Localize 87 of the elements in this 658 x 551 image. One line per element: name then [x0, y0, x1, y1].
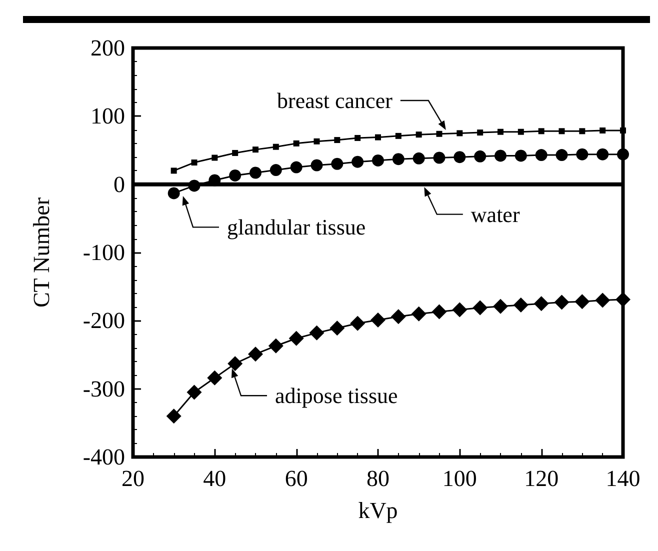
point [620, 127, 626, 134]
point [432, 304, 447, 320]
point [474, 150, 486, 162]
y-tick-label: 100 [90, 104, 125, 129]
point [617, 148, 629, 160]
point [558, 128, 565, 134]
point [375, 134, 381, 140]
point [494, 150, 506, 162]
point [272, 144, 279, 150]
point [534, 296, 549, 312]
point [493, 298, 508, 314]
point [191, 160, 198, 166]
point [370, 312, 386, 328]
point [168, 187, 180, 200]
point [390, 309, 406, 324]
point [310, 159, 323, 172]
point [554, 294, 570, 310]
y-axis-title: CT Number [29, 197, 54, 308]
point [268, 338, 284, 354]
point [314, 138, 320, 144]
point [250, 166, 262, 179]
point [232, 150, 238, 156]
point [513, 297, 528, 312]
y-tick-label: -200 [82, 308, 125, 334]
point [518, 128, 524, 135]
x-tick-label: 140 [606, 466, 640, 491]
point [416, 132, 422, 138]
annotation: adipose tissue [275, 383, 398, 408]
x-tick-label: 80 [366, 466, 390, 491]
point [411, 306, 426, 322]
x-tick-label: 60 [284, 466, 308, 491]
y-tick-label: 200 [90, 36, 125, 60]
point [228, 356, 243, 372]
point [395, 132, 402, 139]
point [372, 154, 384, 166]
x-axis-title: kVp [358, 498, 398, 523]
annotation: glandular tissue [227, 214, 366, 240]
point [290, 161, 302, 174]
point [576, 148, 588, 160]
annotation: breast cancer [276, 88, 394, 114]
point [186, 384, 202, 400]
point [412, 152, 425, 164]
point [212, 154, 218, 161]
point [595, 292, 610, 308]
point [538, 128, 544, 134]
point [454, 151, 466, 164]
point [392, 153, 404, 166]
point [170, 168, 177, 174]
point [309, 325, 324, 340]
point [596, 148, 609, 160]
point [579, 128, 586, 134]
point [477, 130, 484, 136]
point [207, 370, 222, 386]
y-tick-label: 0 [114, 172, 125, 197]
x-tick-label: 100 [442, 466, 477, 491]
y-tick-label: -300 [82, 376, 125, 402]
y-tick-label: -100 [82, 240, 125, 265]
point [433, 152, 446, 164]
point [248, 346, 263, 362]
point [535, 149, 548, 162]
point [331, 158, 344, 170]
point [288, 330, 304, 346]
point [436, 130, 442, 137]
point [472, 300, 488, 316]
point [556, 149, 568, 162]
point [574, 294, 590, 310]
point [334, 137, 340, 144]
point [452, 302, 468, 318]
point [293, 140, 300, 146]
point [456, 130, 463, 136]
point [498, 128, 504, 135]
point [270, 164, 282, 176]
point [188, 180, 200, 192]
point [514, 150, 527, 162]
point [600, 127, 606, 134]
point [354, 134, 361, 141]
point [330, 320, 345, 336]
point [208, 174, 221, 186]
annotation: water [470, 202, 520, 227]
x-tick-label: 120 [524, 466, 559, 491]
point [252, 146, 258, 153]
point [616, 292, 630, 308]
point [166, 408, 182, 424]
x-tick-label: 40 [203, 466, 226, 491]
point [350, 316, 366, 331]
point [352, 156, 364, 168]
point [229, 169, 242, 182]
